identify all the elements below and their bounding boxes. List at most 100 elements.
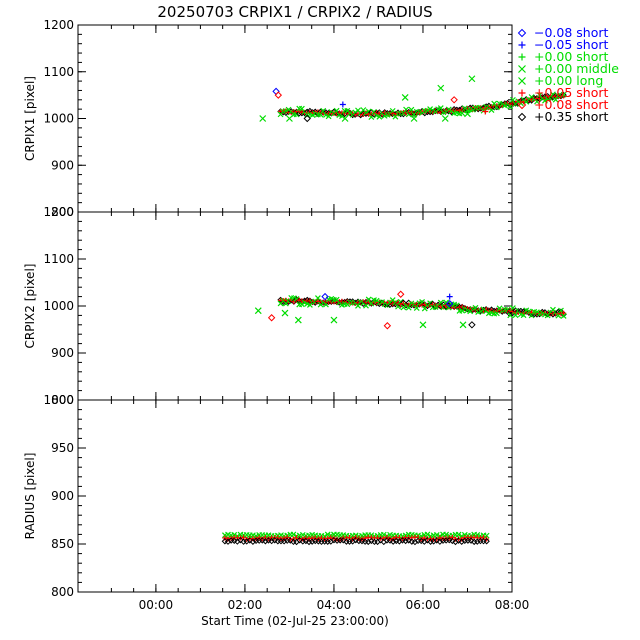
data-point [249, 538, 257, 545]
data-point [547, 95, 554, 101]
data-point [467, 537, 475, 544]
data-point [534, 98, 540, 105]
legend-item: +0.00 long [518, 73, 603, 88]
y-tick-label: 900 [51, 489, 74, 503]
y-tick-label: 800 [51, 585, 74, 599]
series-points [259, 75, 567, 123]
x-tick-label: 08:00 [495, 598, 530, 612]
y-axis-label: CRPIX2 [pixel] [23, 264, 37, 349]
data-point [339, 298, 345, 304]
data-point [482, 108, 489, 115]
data-point [303, 114, 311, 123]
data-point [405, 537, 412, 544]
data-point [281, 309, 289, 317]
panel-frame [77, 399, 513, 593]
panel-frame [77, 24, 513, 213]
y-tick-label: 1000 [43, 299, 74, 313]
data-point [347, 110, 353, 117]
data-point [280, 538, 288, 545]
data-point [389, 538, 397, 545]
y-tick-label: 800 [51, 205, 74, 219]
data-point [246, 537, 254, 544]
data-point [287, 537, 294, 544]
data-point [291, 299, 297, 305]
series-points [254, 290, 567, 330]
data-point [419, 302, 425, 308]
data-point [433, 532, 440, 538]
y-axis-label: CRPIX1 [pixel] [23, 76, 37, 161]
x-tick-label: 00:00 [139, 598, 174, 612]
data-point [302, 537, 310, 545]
data-point [507, 312, 514, 319]
data-point [290, 531, 297, 538]
data-point [443, 531, 450, 538]
y-tick-label: 1200 [43, 18, 74, 32]
legend-item: −0.08 short [517, 25, 609, 40]
legend-item: +0.05 short [518, 85, 609, 100]
legend-item: +0.00 short [518, 49, 609, 64]
data-point [419, 321, 427, 329]
legend-label: +0.05 short [534, 85, 609, 100]
data-point [400, 110, 407, 117]
data-point [468, 321, 476, 329]
y-tick-label: 1000 [43, 393, 74, 407]
data-point [455, 531, 462, 538]
data-point [542, 97, 548, 104]
y-tick-label: 1100 [43, 252, 74, 266]
data-point [474, 531, 481, 538]
data-point [483, 538, 490, 545]
legend: −0.08 short−0.05 short+0.00 short+0.00 m… [517, 25, 619, 124]
data-point [396, 538, 403, 545]
data-point [317, 301, 324, 308]
data-point [293, 111, 300, 118]
chart-title: 20250703 CRPIX1 / CRPIX2 / RADIUS [157, 3, 432, 21]
data-point [477, 308, 484, 314]
y-tick-label: 1100 [43, 65, 74, 79]
x-tick-label: 06:00 [406, 598, 441, 612]
data-point [272, 87, 280, 96]
legend-label: +0.08 short [534, 97, 609, 112]
data-point [392, 299, 399, 306]
data-point [468, 75, 476, 83]
x-tick-label: 02:00 [228, 598, 263, 612]
data-point [445, 299, 454, 308]
data-point [284, 534, 290, 540]
legend-symbol [517, 112, 527, 122]
data-point [237, 537, 244, 544]
x-tick-label: 04:00 [317, 598, 352, 612]
data-point [320, 107, 327, 114]
data-point [449, 537, 456, 545]
data-point [424, 107, 431, 114]
data-point [450, 96, 458, 104]
y-tick-label: 900 [51, 158, 74, 172]
y-axis-label: RADIUS [pixel] [23, 453, 37, 540]
data-point [267, 314, 276, 322]
data-point [560, 91, 567, 98]
legend-label: +0.00 short [534, 49, 609, 64]
legend-symbol [518, 41, 526, 49]
data-point [383, 322, 392, 330]
y-tick-label: 800 [51, 393, 74, 407]
data-point [380, 531, 387, 538]
data-point [399, 536, 405, 542]
panel-1: 800 900 1000 1100 1200 CRPIX1 [pixel] [23, 18, 567, 219]
legend-item: −0.05 short [518, 37, 609, 52]
x-axis: 00:00 02:00 04:00 06:00 08:00 [139, 598, 530, 612]
data-point [386, 537, 394, 544]
legend-symbol [518, 89, 526, 97]
legend-item: +0.08 short [517, 97, 609, 112]
data-point [408, 106, 415, 113]
data-point [455, 537, 462, 544]
data-point [512, 312, 519, 319]
data-point [231, 531, 238, 538]
data-point [340, 537, 347, 544]
data-point [424, 531, 431, 538]
legend-item: +0.00 middle [518, 61, 619, 76]
data-point [483, 532, 490, 539]
data-point [441, 115, 449, 122]
data-point [259, 115, 267, 122]
data-point [528, 312, 535, 319]
data-point [433, 537, 440, 544]
legend-item: +0.35 short [517, 109, 609, 124]
